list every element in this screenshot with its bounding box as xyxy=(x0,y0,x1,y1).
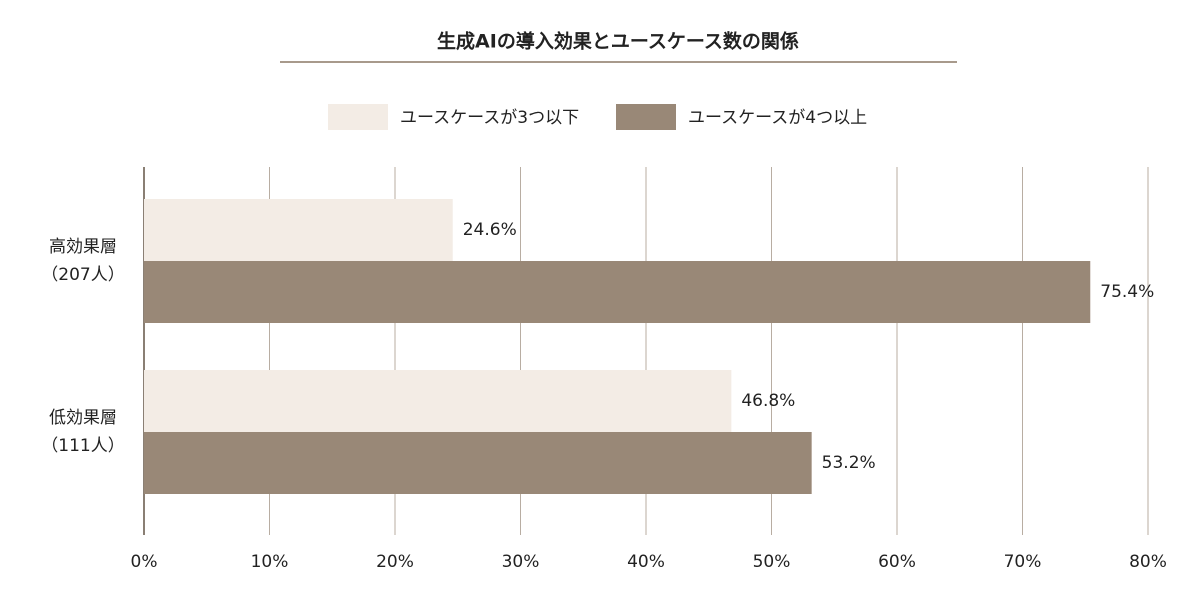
x-tick-label: 40% xyxy=(627,552,665,572)
data-label: 53.2% xyxy=(822,453,876,473)
data-label: 46.8% xyxy=(741,391,795,411)
bar xyxy=(144,370,732,432)
bar xyxy=(144,261,1091,323)
legend-swatch xyxy=(328,104,388,130)
x-tick-label: 10% xyxy=(251,552,289,572)
legend-swatch xyxy=(616,104,676,130)
legend-label: ユースケースが4つ以上 xyxy=(688,108,867,128)
x-tick-label: 70% xyxy=(1004,552,1042,572)
bar xyxy=(144,199,453,261)
y-tick-label: 低効果層 （111人） xyxy=(41,408,125,456)
bar xyxy=(144,432,812,494)
x-tick-label: 0% xyxy=(131,552,158,572)
y-tick-label: 高効果層 （207人） xyxy=(41,237,125,285)
x-tick-label: 60% xyxy=(878,552,916,572)
legend-label: ユースケースが3つ以下 xyxy=(400,108,579,128)
x-tick-label: 50% xyxy=(753,552,791,572)
data-label: 75.4% xyxy=(1100,282,1154,302)
chart-title: 生成AIの導入効果とユースケース数の関係 xyxy=(437,30,799,53)
x-tick-label: 20% xyxy=(376,552,414,572)
x-tick-label: 80% xyxy=(1129,552,1167,572)
data-label: 24.6% xyxy=(463,220,517,240)
x-tick-label: 30% xyxy=(502,552,540,572)
